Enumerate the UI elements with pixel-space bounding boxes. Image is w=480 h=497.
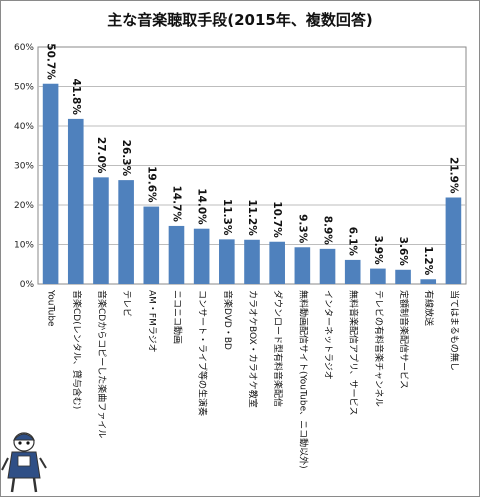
y-axis-ticks: 0% 10% 20% 30% 40% 50% 60% [14, 43, 34, 290]
x-tick-label: 音楽DVD・BD [222, 290, 234, 350]
data-labels: 50.7% 41.8% 27.0% 26.3% 19.6% 14.7% 14.0% 11.3%… [45, 43, 460, 275]
y-tick-label: 30% [14, 162, 34, 172]
bar [67, 118, 84, 284]
data-label: 9.3% [296, 214, 308, 244]
data-label: 3.6% [397, 237, 409, 267]
bar [244, 239, 260, 284]
bars [42, 83, 462, 284]
bar [143, 206, 160, 284]
x-tick-label: ニコニコ動画 [171, 290, 182, 344]
x-tick-label: ダウンロード型有料音楽配信 [272, 290, 284, 407]
x-tick-label: テレビ [121, 290, 132, 317]
bar [42, 83, 59, 284]
y-tick-label: 50% [14, 83, 34, 93]
bar [370, 268, 386, 284]
y-tick-label: 10% [14, 241, 34, 251]
x-tick-label: インターネットラジオ [323, 290, 334, 380]
bar [219, 239, 235, 284]
x-tick-label: 無料動画配信サイト(YouTube、ニコ動以外) [297, 290, 309, 469]
data-label: 41.8% [70, 78, 82, 115]
x-tick-label: テレビの有料音楽チャンネル [373, 290, 385, 407]
bar [319, 248, 336, 284]
data-label: 11.3% [221, 199, 233, 236]
data-label: 8.9% [322, 216, 334, 246]
data-label: 50.7% [45, 43, 57, 80]
gridlines [38, 86, 466, 245]
data-label: 27.0% [95, 137, 107, 174]
bar [168, 225, 185, 284]
bar [269, 241, 285, 284]
x-axis-labels: YouTube 音楽CD(レンタル、貸与含む) 音楽CDからコピーした楽曲ファイル テ… [46, 289, 461, 469]
data-label: 19.6% [145, 166, 157, 203]
data-label: 26.3% [120, 140, 132, 177]
bar [118, 180, 134, 284]
bar [193, 228, 210, 284]
data-label: 1.2% [422, 246, 434, 276]
y-tick-label: 20% [14, 201, 34, 211]
x-tick-label: 有線放送 [423, 290, 435, 326]
x-tick-label: 音楽CDからコピーした楽曲ファイル [96, 290, 108, 438]
x-tick-label: カラオケBOX・カラオケ教室 [247, 290, 259, 408]
bar [93, 177, 109, 284]
y-tick-label: 60% [14, 43, 34, 53]
data-label: 3.9% [372, 235, 384, 265]
x-tick-label: YouTube [46, 289, 56, 327]
bar [395, 269, 411, 284]
x-tick-label: AM・FMラジオ [146, 290, 157, 353]
bar [445, 197, 462, 284]
x-tick-label: 音楽CD(レンタル、貸与含む) [71, 290, 83, 409]
bar [420, 279, 437, 284]
data-label: 14.7% [170, 185, 182, 222]
data-label: 21.9% [447, 157, 459, 194]
mascot-icon [1, 432, 47, 493]
data-label: 10.7% [271, 201, 283, 238]
data-label: 11.2% [246, 199, 258, 236]
data-label: 14.0% [196, 188, 208, 225]
x-tick-label: コンサート・ライブ等の生演奏 [197, 290, 209, 416]
y-tick-label: 40% [14, 122, 34, 132]
chart-title: 主な音楽聴取手段(2015年、複数回答) [107, 11, 372, 29]
bar [294, 247, 311, 284]
data-label: 6.1% [347, 227, 359, 257]
x-tick-label: 無料音楽配信アプリ、サービス [348, 290, 360, 415]
x-tick-label: 当てはまるもの無し [448, 290, 460, 371]
bar [344, 259, 361, 284]
y-tick-label: 0% [20, 280, 35, 290]
x-tick-label: 定額制音楽配信サービス [398, 290, 410, 389]
